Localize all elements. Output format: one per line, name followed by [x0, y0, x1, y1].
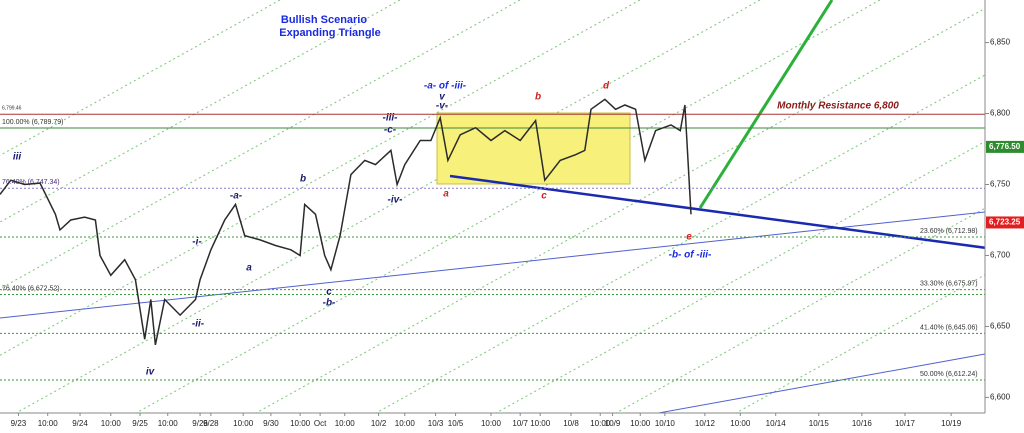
x-tick-label: 10/12 — [695, 419, 716, 428]
level-label: 33.30% (6,675.97) — [920, 280, 978, 287]
x-tick-label: 10/2 — [371, 419, 387, 428]
wave-label: b — [300, 174, 306, 185]
x-tick-label: 10:00 — [38, 419, 59, 428]
x-tick-label: 9/30 — [263, 419, 279, 428]
level-label: 41.40% (6,645.06) — [920, 324, 978, 331]
wave-label: -ii- — [192, 319, 205, 330]
wave-label: a — [443, 189, 449, 200]
x-tick-label: 10/19 — [941, 419, 962, 428]
triangle-line — [449, 174, 1024, 255]
y-tick-label: 6,750 — [990, 180, 1011, 189]
x-tick-label: 10/10 — [655, 419, 676, 428]
y-tick-label: 6,650 — [990, 322, 1011, 331]
x-tick-label: 9/23 — [11, 419, 27, 428]
plot: 6,799.46 100.00% (6,789.79) 76.40% (6,747.… — [0, 98, 985, 381]
x-tick-label: 10/17 — [895, 419, 916, 428]
price-tag-label: 6,723.25 — [989, 218, 1021, 227]
wave-label: -b- of -iii- — [669, 250, 712, 261]
x-tick-label: 10:00 — [590, 419, 611, 428]
level-label: 76.40% (6,672.52) — [2, 285, 60, 292]
x-tick-label: 10/15 — [809, 419, 830, 428]
y-tick-label: 6,600 — [990, 392, 1011, 401]
wave-label: c — [326, 287, 332, 298]
chart-title: Bullish Scenario — [281, 14, 367, 26]
x-tick-label: 9/28 — [203, 419, 219, 428]
x-tick-label: 10:00 — [335, 419, 356, 428]
wave-label: b — [535, 92, 541, 103]
price-tag — [986, 216, 1024, 229]
x-tick-label: 10:00 — [233, 419, 254, 428]
wave-label: d — [603, 81, 610, 92]
x-tick-label: 10/9 — [605, 419, 621, 428]
wave-label: -b- — [323, 298, 336, 309]
wave-label: iv — [146, 367, 156, 378]
y-tick-label: 6,850 — [990, 38, 1011, 47]
wave-label: -i- — [192, 237, 202, 248]
wave-label: -c- — [384, 125, 397, 136]
triangle-box — [436, 112, 631, 185]
level-label: 6,799.46 — [2, 106, 22, 112]
x-tick-label: 10:00 — [101, 419, 122, 428]
price-line — [0, 98, 692, 346]
x-tick-label: 10:00 — [530, 419, 551, 428]
wave-label: -iv- — [388, 195, 404, 206]
x-tick-label: 10:00 — [481, 419, 502, 428]
x-tick-label: 10:00 — [290, 419, 311, 428]
x-tick-label: 9/26 — [192, 419, 208, 428]
wave-label: -iii- — [383, 113, 399, 124]
x-tick-label: 9/25 — [132, 419, 148, 428]
wave-label: -v- — [436, 101, 449, 112]
wave-label: v — [439, 92, 446, 103]
x-tick-label: 10/14 — [766, 419, 787, 428]
wave-label: -a- — [230, 191, 243, 202]
wave-label: a — [246, 263, 252, 274]
chart-subtitle: Expanding Triangle — [279, 27, 380, 39]
price-tag-label: 6,776.50 — [989, 142, 1021, 151]
projection-arrow — [698, 0, 834, 209]
level-label: 23.60% (6,712.98) — [920, 228, 978, 235]
axis-panel — [0, 413, 985, 433]
x-tick-label: 10:00 — [395, 419, 416, 428]
wave-label: -a- of -iii- — [424, 81, 467, 92]
x-tick-label: 9/24 — [72, 419, 88, 428]
x-tick-label: 10:00 — [730, 419, 751, 428]
x-tick-label: 10/8 — [563, 419, 579, 428]
x-tick-label: 10/7 — [512, 419, 528, 428]
level-label: 76.40% (6,747.34) — [2, 179, 60, 186]
level-label: 100.00% (6,789.79) — [2, 119, 64, 126]
wave-label: c — [541, 191, 547, 202]
x-tick-label: 10:00 — [158, 419, 179, 428]
x-tick-label: 10/3 — [428, 419, 444, 428]
y-tick-label: 6,800 — [990, 109, 1011, 118]
price-tag — [986, 140, 1024, 153]
level-label: 50.00% (6,612.24) — [920, 371, 978, 378]
trend-line — [619, 353, 986, 421]
wave-label: iii — [13, 152, 22, 163]
x-tick-label: 10:00 — [630, 419, 651, 428]
x-tick-label: 10/16 — [852, 419, 873, 428]
x-tick-label: Oct — [314, 419, 327, 428]
y-tick-label: 6,700 — [990, 251, 1011, 260]
x-tick-label: 10/5 — [448, 419, 464, 428]
wave-label: e — [686, 232, 692, 243]
wave-label: Monthly Resistance 6,800 — [777, 101, 899, 112]
